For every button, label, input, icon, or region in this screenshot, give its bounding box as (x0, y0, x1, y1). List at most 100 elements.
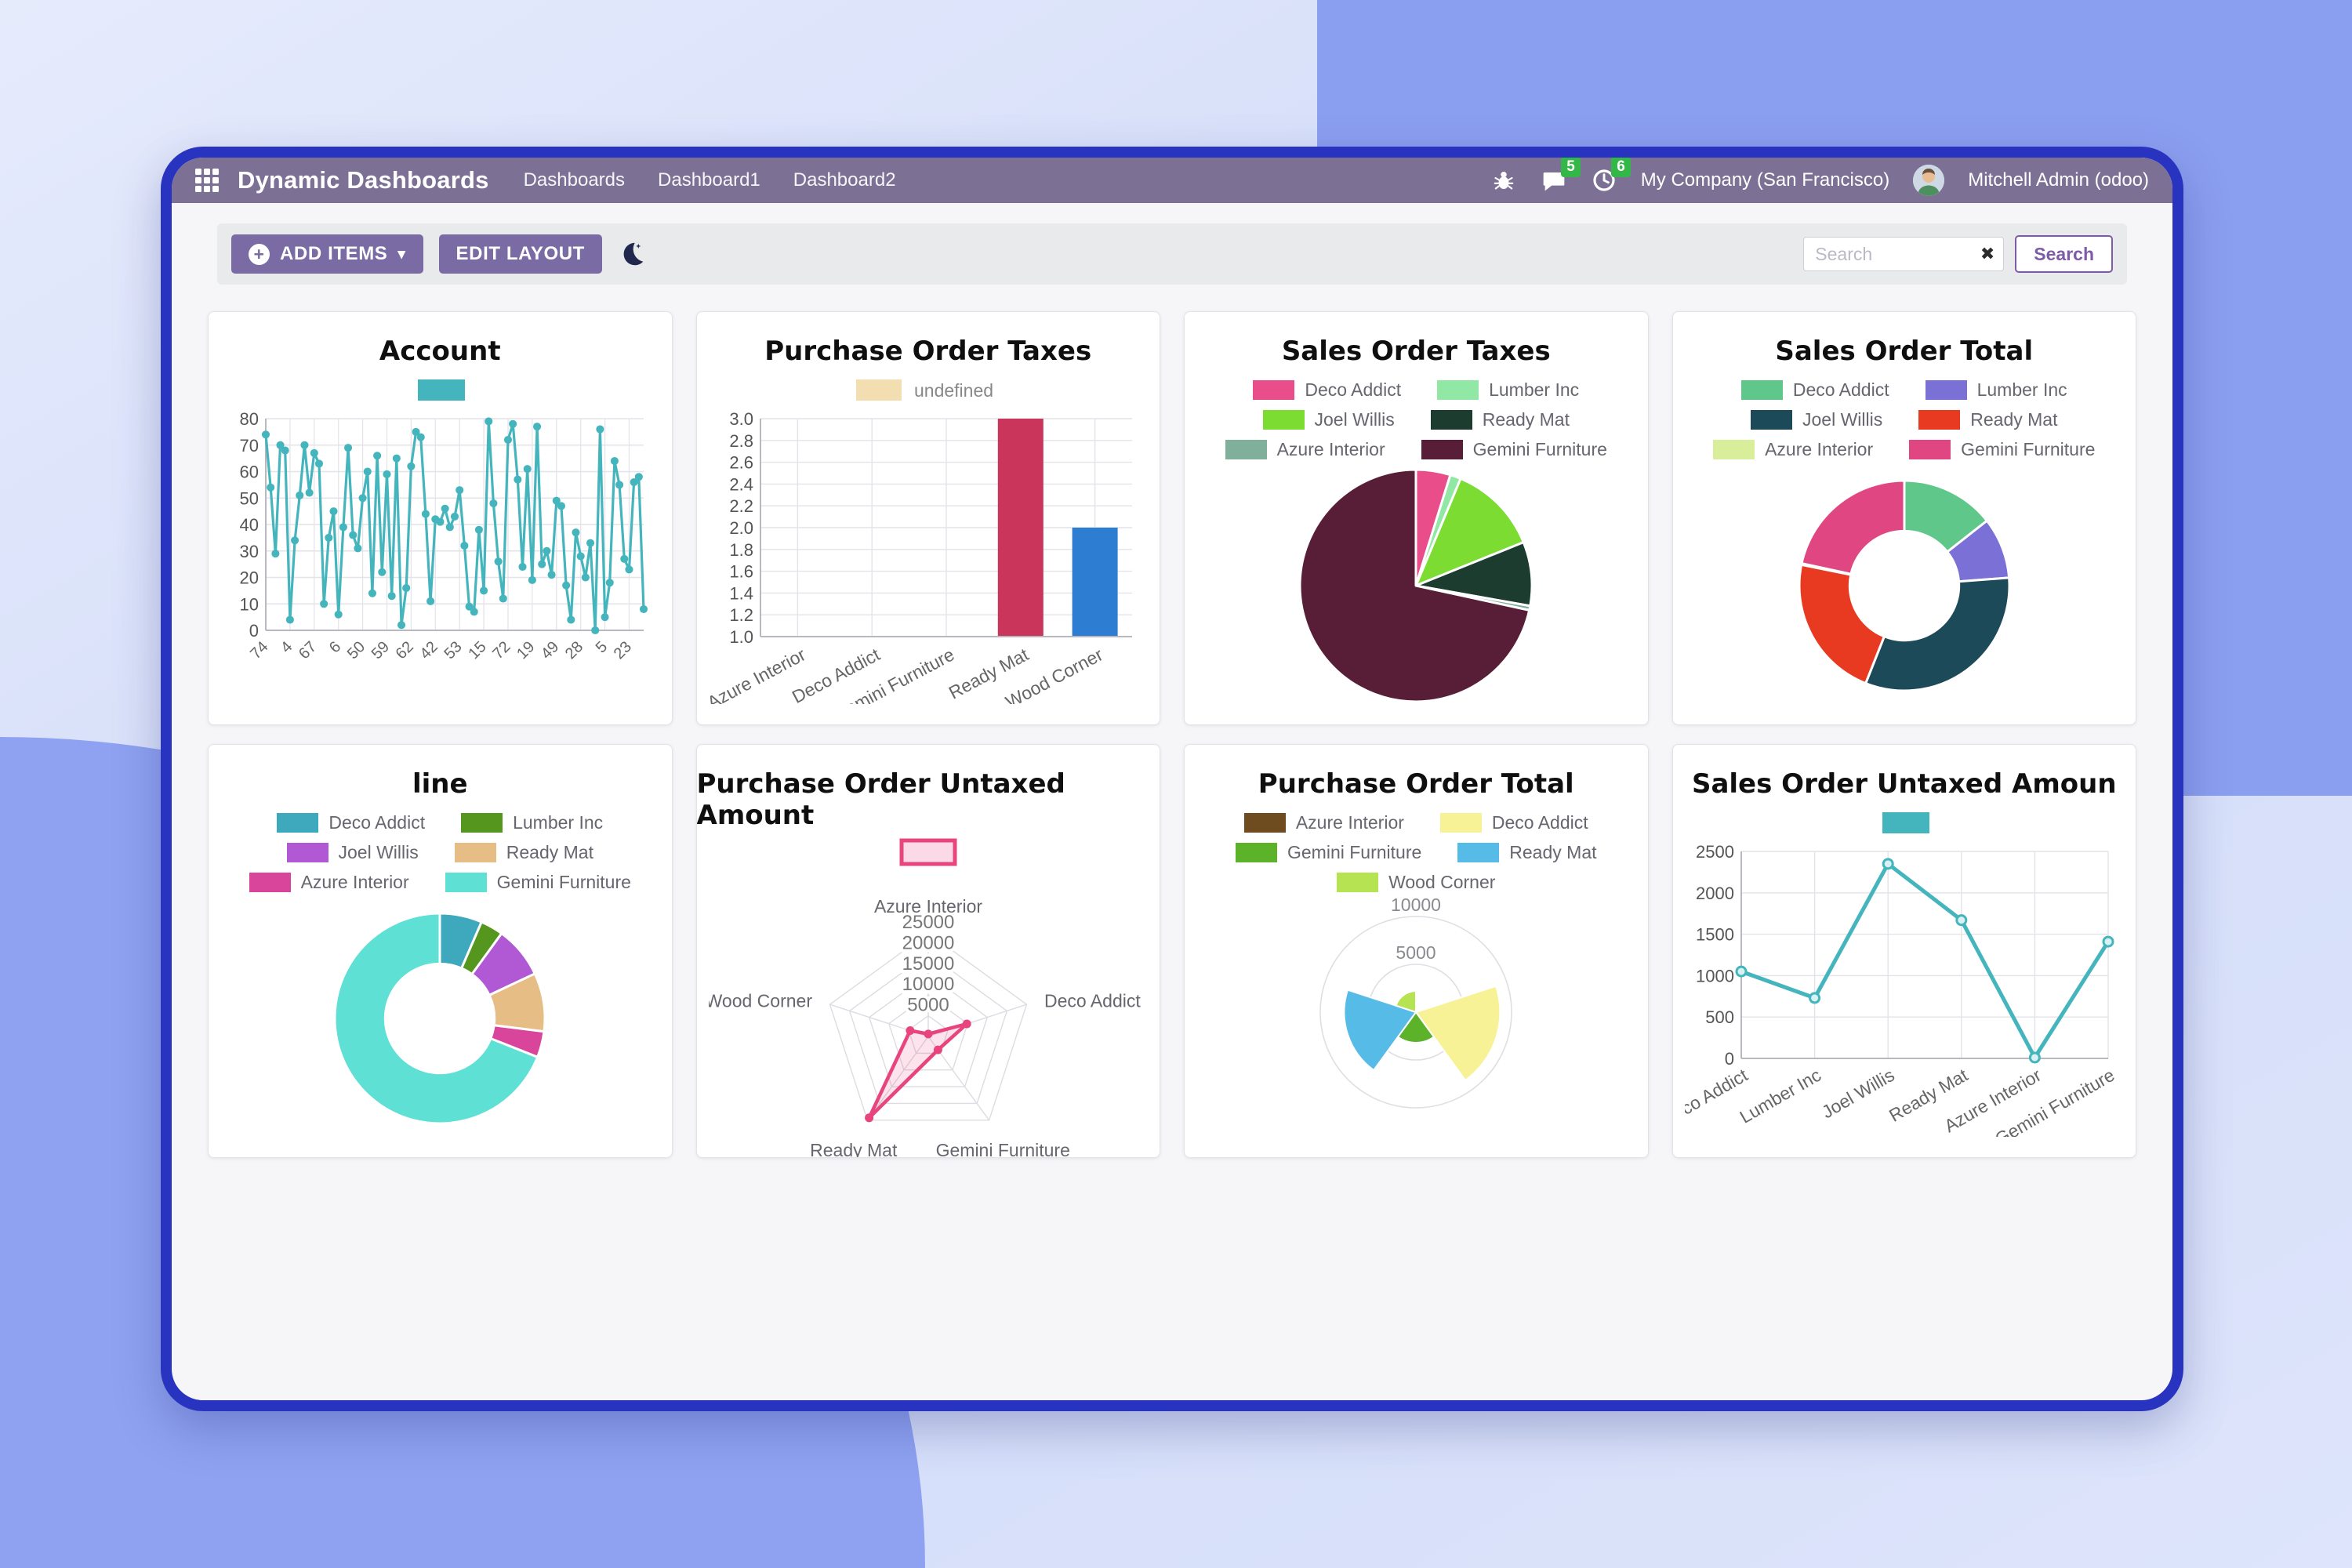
add-items-button[interactable]: + ADD ITEMS ▾ (231, 234, 423, 274)
legend-item[interactable]: Deco Addict (1740, 379, 1889, 401)
legend-item[interactable]: Joel Willis (1751, 409, 1882, 430)
svg-text:80: 80 (240, 409, 259, 429)
legend-item[interactable]: Lumber Inc (1437, 379, 1579, 401)
svg-text:5000: 5000 (907, 995, 949, 1016)
legend-item[interactable]: Ready Mat (1918, 409, 2057, 430)
legend-item[interactable]: Deco Addict (277, 812, 425, 833)
legend-label: Joel Willis (1314, 409, 1395, 430)
svg-text:1.2: 1.2 (729, 605, 753, 625)
legend-item[interactable]: Deco Addict (1439, 812, 1588, 833)
svg-text:Lumber Inc: Lumber Inc (1736, 1065, 1824, 1127)
legend-item[interactable]: Wood Corner (1337, 872, 1495, 893)
legend-item[interactable]: Azure Interior (1243, 812, 1404, 833)
legend-item[interactable]: Joel Willis (286, 842, 419, 863)
legend-item[interactable]: Azure Interior (249, 872, 409, 893)
svg-text:42: 42 (417, 638, 441, 662)
legend-swatch (1430, 410, 1472, 430)
svg-text:2000: 2000 (1696, 884, 1734, 903)
svg-text:23: 23 (611, 638, 635, 662)
legend-label: Azure Interior (300, 872, 409, 892)
legend-item[interactable]: Lumber Inc (1925, 379, 2067, 401)
nav-item-dashboards[interactable]: Dashboards (523, 169, 626, 191)
legend-swatch (454, 843, 496, 862)
purchase-order-total-polar-chart[interactable]: 5000 10000 (1196, 893, 1635, 1128)
legend-label: Ready Mat (1482, 409, 1570, 430)
edit-layout-button[interactable]: EDIT LAYOUT (438, 234, 602, 274)
legend-label: Ready Mat (1970, 409, 2058, 430)
svg-text:67: 67 (296, 638, 320, 662)
legend-item[interactable]: Deco Addict (1253, 379, 1401, 401)
legend-item[interactable]: Ready Mat (454, 842, 593, 863)
legend-label: Ready Mat (1509, 842, 1597, 862)
legend-item[interactable]: Ready Mat (1457, 842, 1597, 863)
legend-swatch (1253, 380, 1295, 400)
svg-text:Ready Mat: Ready Mat (810, 1140, 898, 1158)
svg-text:undefined: undefined (914, 380, 993, 401)
legend-label: Gemini Furniture (1961, 439, 2096, 459)
legend-label: Ready Mat (506, 842, 593, 862)
activities-clock-icon[interactable]: 6 (1591, 158, 1631, 194)
chevron-down-icon: ▾ (397, 245, 406, 263)
sales-order-total-doughnut-chart[interactable] (1685, 460, 2124, 711)
legend-item[interactable]: Gemini Furniture (445, 872, 631, 893)
legend-swatch (1421, 440, 1463, 459)
purchase-order-taxes-bar-chart[interactable]: undefined 1.01.21.41.61.82.02.22.42.62.83… (709, 367, 1148, 704)
search-input[interactable] (1803, 237, 2005, 271)
nav-item-dashboard2[interactable]: Dashboard2 (793, 169, 896, 191)
apps-grid-icon[interactable] (195, 169, 219, 192)
card-sales-order-total: Sales Order Total Deco Addict Lumber Inc J… (1671, 311, 2136, 725)
dashboard-grid: Account 0 10 20 30 40 50 60 70 80 74 4 67 6 50 59 62 42 5… (172, 285, 2172, 1158)
svg-text:1500: 1500 (1696, 925, 1734, 945)
debug-bug-icon[interactable] (1490, 167, 1517, 194)
card-title: Purchase Order Untaxed Amount (696, 768, 1065, 831)
legend-item[interactable]: Azure Interior (1225, 439, 1385, 460)
messages-icon[interactable]: 5 (1541, 158, 1581, 194)
line-doughnut-chart[interactable] (220, 893, 659, 1144)
svg-text:50: 50 (344, 638, 368, 662)
sales-order-taxes-pie-chart[interactable] (1196, 460, 1635, 711)
legend-label: Azure Interior (1276, 439, 1385, 459)
chart-legend: Deco Addict Lumber Inc Joel Willis Ready Ma… (1225, 379, 1607, 460)
legend-swatch (1925, 380, 1967, 400)
legend-swatch (249, 873, 291, 892)
chart-box: 0 10 20 30 40 50 60 70 80 74 4 67 6 50 59 62 42 53 15 72 19 4… (209, 367, 672, 724)
svg-text:50: 50 (240, 488, 259, 508)
search-button[interactable]: Search (2015, 235, 2113, 273)
app-title[interactable]: Dynamic Dashboards (238, 166, 489, 194)
chart-legend: Azure Interior Deco Addict Gemini Furnitur… (1236, 812, 1597, 893)
legend-item[interactable]: Joel Willis (1262, 409, 1395, 430)
legend-item[interactable]: Gemini Furniture (1421, 439, 1607, 460)
legend-swatch (1713, 440, 1755, 459)
legend-item[interactable]: Gemini Furniture (1909, 439, 2095, 460)
svg-text:70: 70 (240, 436, 259, 456)
clear-search-icon[interactable]: ✖ (1980, 244, 1995, 263)
legend-item[interactable]: Lumber Inc (461, 812, 603, 833)
svg-text:10000: 10000 (1391, 895, 1441, 915)
user-avatar[interactable] (1913, 165, 1945, 196)
legend-item[interactable]: Ready Mat (1430, 409, 1570, 430)
user-menu[interactable]: Mitchell Admin (odoo) (1968, 169, 2149, 191)
svg-text:Gemini Furniture: Gemini Furniture (935, 1140, 1069, 1158)
svg-text:72: 72 (489, 638, 514, 662)
dark-mode-moon-icon[interactable] (618, 240, 646, 268)
nav-item-dashboard1[interactable]: Dashboard1 (658, 169, 760, 191)
card-purchase-order-total: Purchase Order Total Azure Interior Deco … (1184, 744, 1649, 1158)
card-title: Purchase Order Total (1258, 768, 1574, 800)
svg-text:59: 59 (368, 638, 393, 662)
card-title: Sales Order Total (1775, 336, 2034, 367)
card-purchase-order-untaxed-amount: Purchase Order Untaxed Amount 5000 10000 1… (695, 744, 1160, 1158)
svg-text:2.4: 2.4 (729, 474, 753, 494)
legend-item[interactable]: Azure Interior (1713, 439, 1873, 460)
legend-label: Deco Addict (1305, 379, 1402, 400)
svg-text:62: 62 (393, 638, 417, 662)
legend-item[interactable]: Gemini Furniture (1236, 842, 1421, 863)
card-title: Purchase Order Taxes (764, 336, 1092, 367)
legend-label: Joel Willis (338, 842, 419, 862)
svg-text:0: 0 (249, 621, 259, 641)
legend-swatch (1457, 843, 1500, 862)
svg-text:74: 74 (247, 638, 271, 662)
company-switcher[interactable]: My Company (San Francisco) (1640, 169, 1890, 191)
